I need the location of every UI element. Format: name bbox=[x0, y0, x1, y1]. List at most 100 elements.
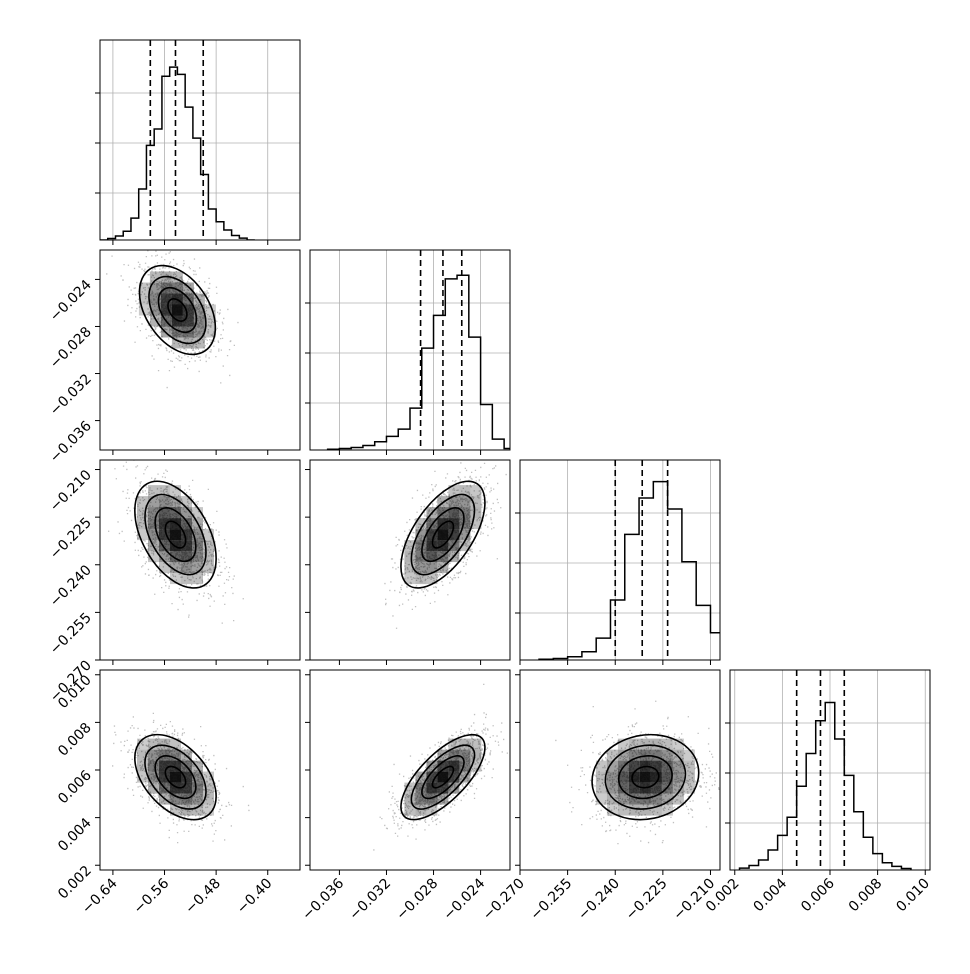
density-cell bbox=[470, 760, 482, 772]
axes-frame bbox=[309, 459, 511, 661]
x-tick-label-p1-0: −0.036 bbox=[299, 875, 347, 923]
density-cell bbox=[448, 529, 460, 541]
x-tick-label-p2-2: −0.240 bbox=[575, 876, 623, 924]
x-tick-label-p0-3: −0.40 bbox=[234, 876, 276, 918]
density-cell bbox=[672, 793, 684, 805]
density-cell bbox=[661, 804, 673, 816]
contour-level-2 bbox=[410, 744, 476, 810]
density-cell bbox=[170, 551, 181, 563]
density-cell bbox=[661, 738, 673, 750]
density-cell bbox=[192, 804, 203, 816]
density-cell bbox=[192, 551, 203, 563]
density-cell bbox=[650, 749, 662, 761]
density-cell bbox=[415, 562, 427, 574]
density-cell bbox=[470, 485, 482, 497]
scatter-panel-1-3 bbox=[309, 669, 511, 871]
density-cell bbox=[171, 271, 183, 283]
density-cell bbox=[415, 518, 427, 530]
density-cell bbox=[159, 529, 170, 541]
y-tick-label-p2-3: −0.225 bbox=[47, 515, 95, 563]
density-cell bbox=[171, 337, 183, 349]
x-tick-label-p2-0: −0.270 bbox=[480, 876, 528, 924]
density-cell bbox=[448, 738, 460, 750]
density-cell bbox=[137, 760, 148, 772]
density-cell bbox=[203, 793, 214, 805]
density-cell bbox=[628, 793, 640, 805]
density-cell bbox=[149, 304, 161, 316]
histogram-bars bbox=[538, 480, 720, 660]
density-cell bbox=[617, 738, 629, 750]
density-cell bbox=[606, 749, 618, 761]
density-cell bbox=[617, 771, 629, 783]
density-cell bbox=[170, 738, 181, 750]
density-cell bbox=[170, 496, 181, 508]
density-cell bbox=[448, 782, 460, 794]
density-cell bbox=[159, 507, 170, 519]
density-cell bbox=[650, 782, 662, 794]
density-cell bbox=[204, 304, 216, 316]
density-cell bbox=[426, 540, 438, 552]
density-cell bbox=[459, 540, 471, 552]
density-cell bbox=[138, 282, 150, 294]
histogram-panel-0 bbox=[95, 39, 301, 241]
density-cell bbox=[415, 793, 427, 805]
density-cell bbox=[661, 771, 673, 783]
density-cell bbox=[159, 562, 170, 574]
density-cell bbox=[170, 507, 181, 519]
density-cell bbox=[595, 771, 607, 783]
density-cell bbox=[203, 551, 214, 563]
y-tick-label-p2-1: −0.255 bbox=[47, 610, 95, 658]
density-cell bbox=[192, 507, 203, 519]
density-cell bbox=[448, 760, 460, 772]
contour-level-2 bbox=[148, 275, 207, 345]
density-cell bbox=[415, 782, 427, 794]
density-cell bbox=[617, 749, 629, 761]
contour-level-0 bbox=[431, 765, 455, 789]
density-cell bbox=[448, 749, 460, 761]
density-cell bbox=[148, 782, 159, 794]
density-cell bbox=[159, 518, 170, 530]
density-cell bbox=[181, 782, 192, 794]
density-cell bbox=[404, 793, 416, 805]
density-cell bbox=[426, 771, 438, 783]
density-cell bbox=[448, 518, 460, 530]
density-cell bbox=[160, 304, 172, 316]
density-cell bbox=[182, 304, 194, 316]
density-cell bbox=[149, 293, 161, 305]
axes-frame bbox=[99, 39, 301, 241]
density-cell bbox=[628, 782, 640, 794]
density-cell bbox=[672, 771, 684, 783]
contour-level-1 bbox=[617, 755, 673, 800]
density-cell bbox=[639, 749, 651, 761]
density-cell bbox=[404, 540, 416, 552]
density-cell bbox=[415, 529, 427, 541]
density-cell bbox=[203, 782, 214, 794]
panel-content bbox=[384, 462, 510, 629]
density-cell bbox=[148, 771, 159, 783]
histogram-panel-1 bbox=[305, 249, 511, 451]
density-cell bbox=[459, 738, 471, 750]
density-cell bbox=[192, 573, 203, 585]
density-cell bbox=[639, 738, 651, 750]
contour-level-1 bbox=[154, 507, 197, 563]
density-cell bbox=[148, 496, 159, 508]
x-tick-label-p3-4: 0.010 bbox=[893, 876, 933, 916]
density-cell bbox=[661, 749, 673, 761]
density-cell bbox=[148, 551, 159, 563]
density-cell bbox=[137, 518, 148, 530]
contour-level-1 bbox=[421, 755, 465, 800]
x-tick-label-p2-3: −0.225 bbox=[623, 876, 671, 924]
density-cell bbox=[160, 293, 172, 305]
density-cell bbox=[192, 529, 203, 541]
density-cell bbox=[148, 738, 159, 750]
density-cell bbox=[193, 293, 205, 305]
density-cell bbox=[672, 749, 684, 761]
density-cell bbox=[650, 760, 662, 772]
density-cell bbox=[672, 760, 684, 772]
density-cell bbox=[204, 326, 216, 338]
density-cell bbox=[203, 804, 214, 816]
density-cell bbox=[426, 551, 438, 563]
density-cell bbox=[203, 540, 214, 552]
